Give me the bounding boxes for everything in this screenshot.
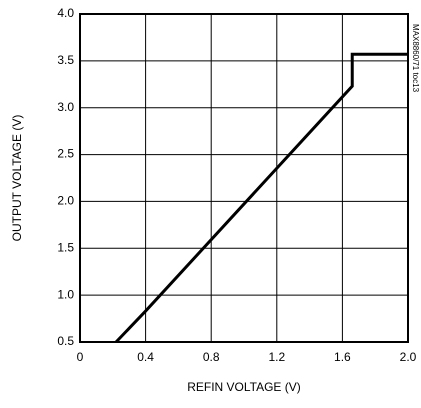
y-axis-label: OUTPUT VOLTAGE (V) — [10, 115, 24, 242]
x-axis-label: REFIN VOLTAGE (V) — [187, 380, 301, 394]
x-tick-label: 2.0 — [400, 350, 417, 364]
y-tick-label: 2.5 — [57, 147, 74, 161]
y-tick-label: 3.0 — [57, 100, 74, 114]
data-line — [114, 52, 408, 344]
x-tick-label: 0 — [77, 350, 84, 364]
x-tick-label: 0.8 — [203, 350, 220, 364]
y-tick-label: 3.5 — [57, 53, 74, 67]
y-tick-label: 4.0 — [57, 6, 74, 20]
x-tick-label: 1.6 — [334, 350, 351, 364]
y-tick-label: 2.0 — [57, 194, 74, 208]
annotation: MAX8860/71 toc13 — [411, 24, 420, 93]
x-tick-label: 1.2 — [268, 350, 285, 364]
y-tick-label: 1.5 — [57, 240, 74, 254]
y-tick-label: 1.0 — [57, 287, 74, 301]
plot-frame — [79, 13, 409, 343]
y-tick-label: 0.5 — [57, 334, 74, 348]
x-tick-label: 0.4 — [137, 350, 154, 364]
